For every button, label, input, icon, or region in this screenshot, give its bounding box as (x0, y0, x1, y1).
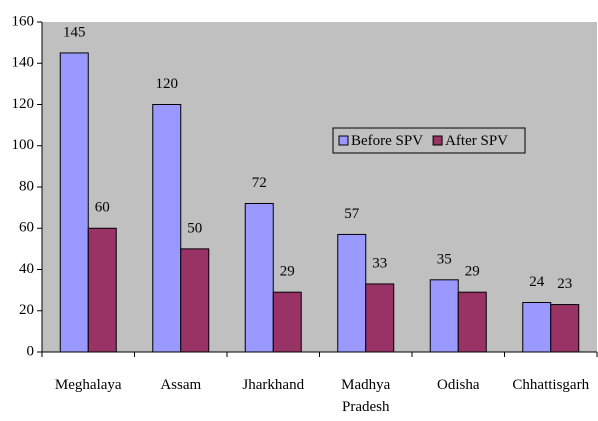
y-tick-label: 80 (19, 178, 34, 194)
data-label: 50 (187, 220, 202, 236)
legend-swatch (338, 135, 349, 146)
y-tick-label: 60 (19, 220, 34, 236)
data-label: 57 (344, 206, 360, 222)
y-tick-label: 20 (19, 302, 34, 318)
y-tick-label: 140 (12, 55, 35, 71)
legend-label: After SPV (445, 133, 508, 149)
bar (337, 233, 367, 353)
y-tick-label: 160 (12, 13, 35, 29)
bar (59, 52, 89, 353)
bar (550, 304, 580, 353)
bar (244, 203, 274, 353)
plot-area (42, 22, 597, 352)
x-tick-label: Jharkhand (242, 377, 305, 393)
x-tick-label: Assam (160, 377, 202, 393)
bar (365, 283, 395, 353)
y-tick-label: 0 (27, 343, 35, 359)
x-tick-label: Odisha (437, 377, 480, 393)
bar (429, 279, 459, 353)
bar (152, 104, 182, 353)
data-label: 145 (63, 24, 86, 40)
bar (180, 248, 210, 353)
data-label: 29 (465, 264, 480, 280)
legend-swatch (432, 135, 443, 146)
x-tick-label: Madhya Pradesh (341, 377, 391, 415)
data-label: 60 (95, 200, 110, 216)
x-tick-label: Meghalaya (54, 377, 122, 393)
y-tick-label: 100 (12, 137, 35, 153)
data-label: 24 (529, 274, 545, 290)
y-tick-label: 40 (19, 261, 34, 277)
data-label: 29 (280, 264, 295, 280)
data-label: 120 (156, 76, 179, 92)
data-label: 72 (252, 175, 267, 191)
bar (457, 291, 487, 353)
x-tick-label: Chhattisgarh (512, 377, 590, 393)
legend-label: Before SPV (351, 133, 423, 149)
bar (522, 302, 552, 353)
bar (87, 227, 117, 353)
data-label: 33 (372, 255, 387, 271)
data-label: 23 (557, 276, 572, 292)
bar (272, 291, 302, 353)
y-tick-label: 120 (12, 96, 35, 112)
data-label: 35 (437, 251, 452, 267)
legend (332, 127, 526, 154)
